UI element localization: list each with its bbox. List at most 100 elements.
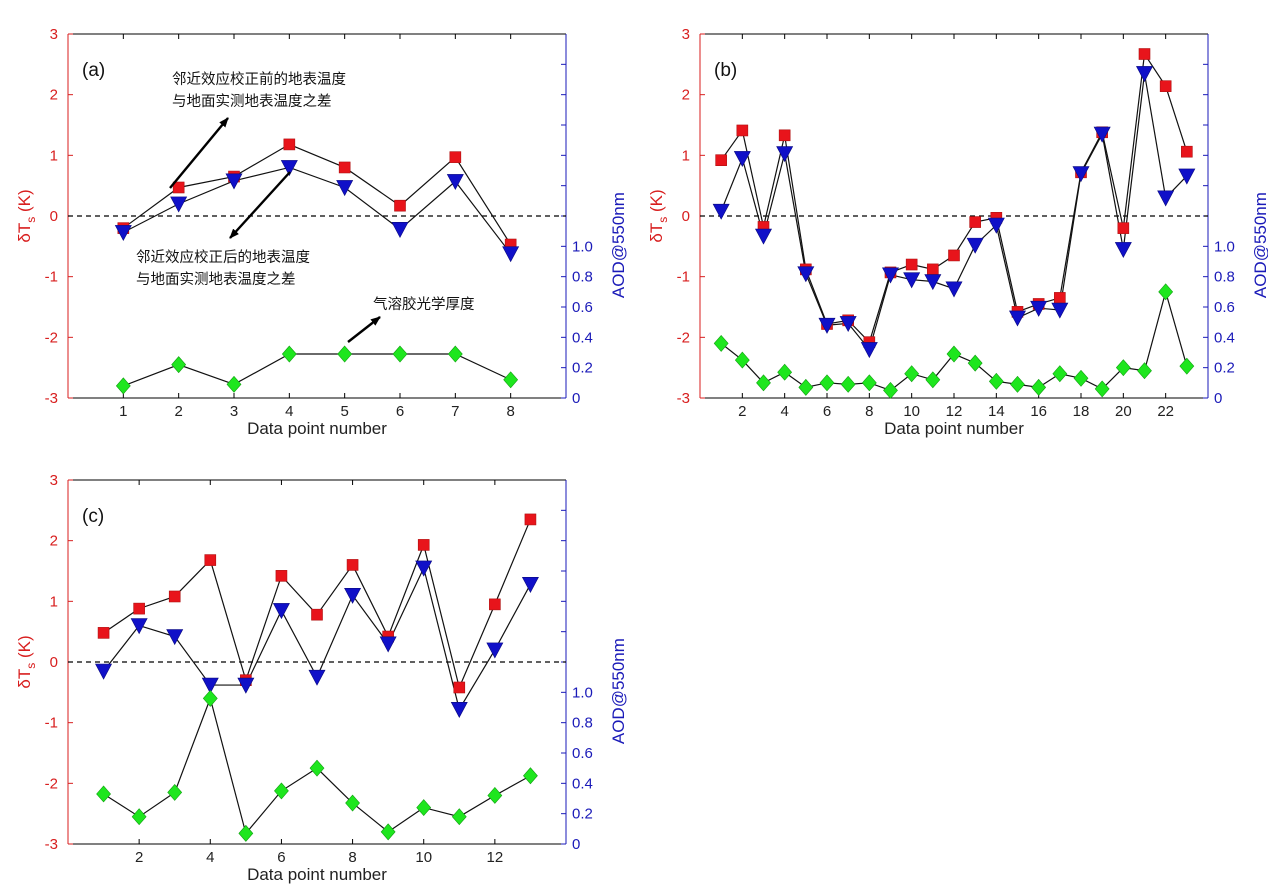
triangle-marker [446,174,464,191]
panel-a: 1 2 3 4 5 6 7 8 -3 -2 -1 0 1 2 3 0 0.2 0.4 0.6 0.8 1.0 Data p… [15,26,628,438]
y-left-tick-label: -2 [45,329,58,346]
y-left-label-sub: s [24,217,38,223]
series-line-diamond [720,289,1188,392]
y-right-tick-label: 0.6 [1214,299,1235,316]
diamond-marker [798,378,814,396]
triangle-marker [415,560,433,577]
x-tick-label: 2 [738,403,746,420]
diamond-marker [309,759,325,777]
diamond-marker [115,377,131,395]
y-right-tick-label: 0.8 [572,715,593,732]
triangle-marker [225,173,243,190]
triangle-marker [130,618,148,635]
x-tick-label: 12 [946,403,963,420]
square-marker [449,151,462,163]
triangle-marker [797,266,815,283]
diamond-marker [447,345,463,363]
diamond-marker [392,345,408,363]
series-line-triangle-down [123,166,512,254]
diamond-marker [503,371,519,389]
diamond-marker [883,381,898,399]
y-right-axis-label: AOD@550nm [609,638,628,744]
annotation-text: 与地面实测地表温度之差 [136,271,296,288]
square-marker [311,608,323,621]
triangle-marker [987,217,1005,234]
diamond-marker [713,334,729,352]
y-left-tick-label: -1 [677,269,690,286]
y-left-tick-label: -2 [45,775,58,792]
square-marker [283,138,296,151]
triangle-marker [1093,126,1111,143]
x-axis-label: Data point number [247,419,387,438]
x-tick-label: 16 [1030,403,1047,420]
triangle-marker [882,267,899,284]
diamond-marker [925,371,941,389]
y-left-tick-label: 3 [682,26,690,43]
diamond-marker [1158,283,1174,301]
x-tick-label: 2 [174,403,182,420]
square-marker [453,681,466,694]
triangle-marker [170,196,188,213]
y-left-label-sub: s [24,663,38,669]
diamond-marker [226,375,242,393]
y-left-tick-label: -3 [677,390,690,407]
triangle-marker [924,274,942,291]
x-tick-label: 4 [206,849,214,866]
y-right-tick-label: 1.0 [1214,238,1235,255]
diamond-marker [1137,362,1152,380]
square-marker [168,590,181,603]
square-marker [1138,48,1151,60]
y-left-label-unit: (K) [15,635,34,662]
panel-b: 2 4 6 8 10 12 14 16 18 20 22-3-2-1012300.20.40.60.… [647,26,1268,438]
triangle-marker [966,237,984,254]
square-marker [927,263,939,276]
square-marker [1159,80,1172,92]
diamond-marker [1179,357,1195,375]
series-line-triangle-down [103,566,531,711]
annotation-text: 与地面实测地表温度之差 [172,93,332,110]
diamond-marker [819,374,835,392]
y-left-tick-label: 2 [50,533,58,550]
square-marker [1181,145,1193,158]
diamond-marker [274,782,289,800]
x-tick-label: 8 [506,403,514,420]
x-tick-label: 8 [348,849,356,866]
y-left-tick-label: 2 [682,87,690,104]
square-marker [338,161,351,174]
diamond-marker [416,799,432,817]
y-left-tick-label: 2 [50,87,58,104]
triangle-marker [755,228,772,245]
triangle-marker [1157,190,1175,207]
y-left-tick-label: 1 [682,147,690,164]
y-right-tick-label: 0.2 [572,806,593,823]
x-tick-label: 7 [451,403,459,420]
y-right-tick-label: 0.8 [572,269,593,286]
y-right-tick-label: 0 [572,390,580,407]
x-tick-label: 6 [823,403,831,420]
diamond-marker [1073,369,1089,387]
x-tick-label: 6 [277,849,285,866]
triangle-marker [450,702,468,718]
diamond-marker [1031,378,1047,396]
diamond-marker [861,374,877,392]
y-left-label-sub: s [656,217,670,223]
y-left-label-main: δT [15,223,34,243]
y-left-label-unit: (K) [15,189,34,216]
square-marker [97,627,110,639]
triangle-marker [486,642,504,659]
y-right-tick-label: 1.0 [572,684,593,701]
diamond-marker [1094,380,1110,398]
diamond-marker [337,345,353,363]
x-tick-label: 1 [119,403,127,420]
y-left-label-main: δT [647,223,666,243]
square-marker [948,249,960,262]
diamond-marker [281,345,297,363]
y-left-axis-label: δTs (K) [15,189,38,242]
y-left-tick-label: 0 [50,208,58,225]
y-left-label-main: δT [15,669,34,689]
x-tick-label: 3 [230,403,238,420]
triangle-marker [201,677,219,694]
diamond-marker [777,363,793,381]
series-line-square [720,52,1188,344]
triangle-marker [945,281,963,298]
